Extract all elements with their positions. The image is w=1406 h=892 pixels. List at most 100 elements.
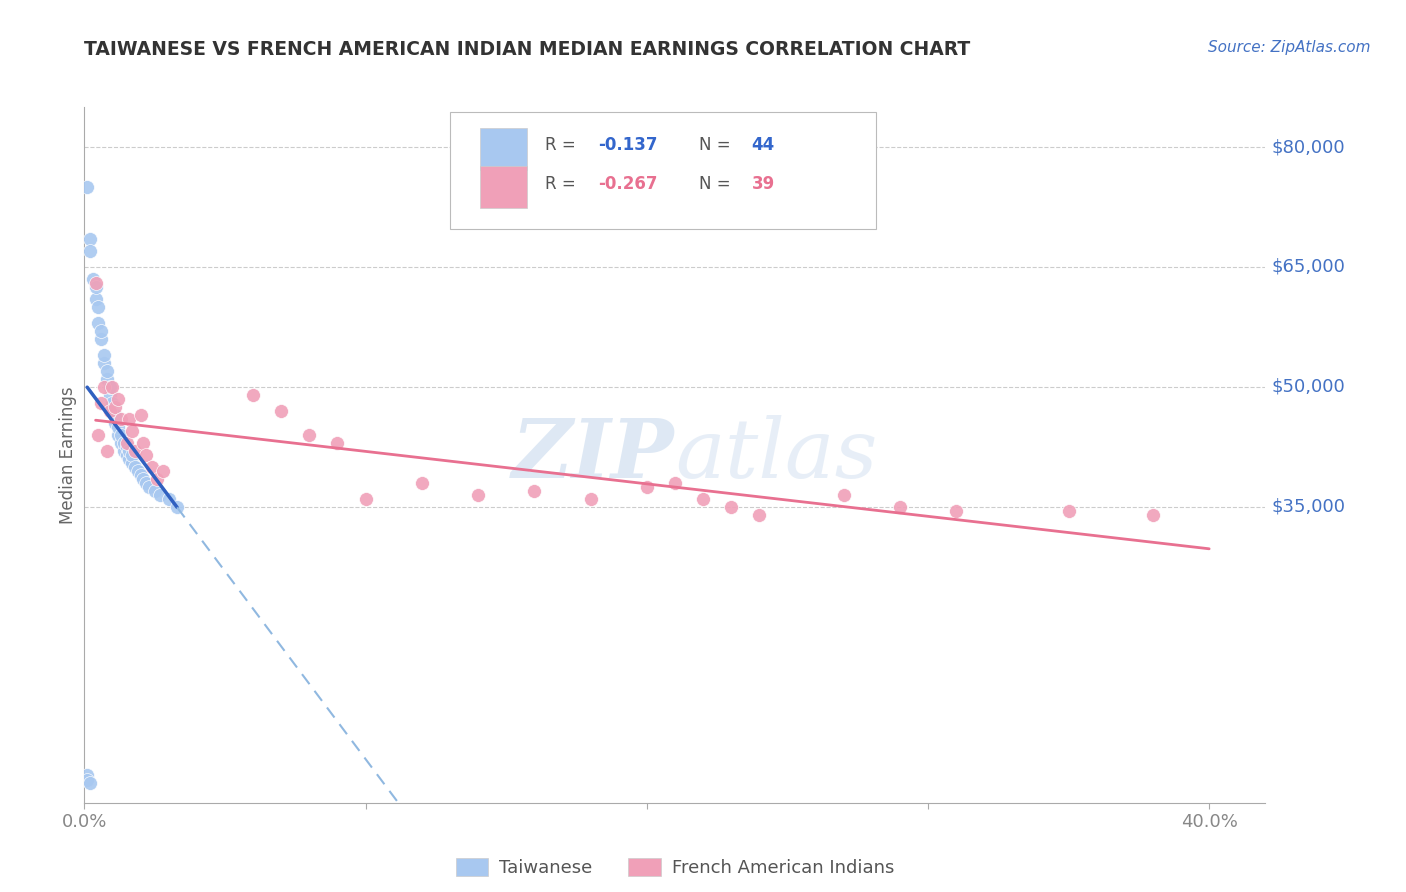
Point [129, 408, 152, 422]
Point [76, 768, 98, 782]
Point [98, 380, 121, 394]
Text: ZIP: ZIP [512, 415, 675, 495]
Point [104, 400, 127, 414]
Text: -0.137: -0.137 [598, 136, 658, 154]
Point [96, 364, 118, 378]
Point [101, 404, 124, 418]
Point [107, 420, 129, 434]
Point [79, 776, 101, 790]
Point [84, 280, 107, 294]
Point [149, 488, 172, 502]
Point [76, 180, 98, 194]
Text: R =: R = [546, 175, 581, 193]
Point [98, 388, 121, 402]
Point [93, 380, 115, 394]
Point [141, 459, 163, 474]
Text: 39: 39 [752, 175, 775, 193]
Text: $35,000: $35,000 [1271, 498, 1346, 516]
Point [79, 244, 101, 258]
Point [889, 500, 911, 514]
Point [132, 436, 155, 450]
FancyBboxPatch shape [450, 112, 876, 229]
Text: N =: N = [699, 136, 735, 154]
Point [832, 488, 855, 502]
Text: TAIWANESE VS FRENCH AMERICAN INDIAN MEDIAN EARNINGS CORRELATION CHART: TAIWANESE VS FRENCH AMERICAN INDIAN MEDI… [84, 40, 970, 59]
Point [411, 475, 433, 490]
Point [93, 348, 115, 362]
Point [79, 232, 101, 246]
Point [87, 300, 110, 314]
Point [135, 448, 157, 462]
Point [84, 292, 107, 306]
Point [298, 428, 321, 442]
Point [118, 451, 141, 466]
Point [76, 773, 98, 788]
Legend: Taiwanese, French American Indians: Taiwanese, French American Indians [449, 850, 901, 884]
Point [112, 444, 135, 458]
Point [748, 508, 770, 522]
Point [135, 475, 157, 490]
Point [90, 396, 112, 410]
Point [945, 504, 967, 518]
Point [118, 444, 141, 458]
Point [84, 276, 107, 290]
Y-axis label: Median Earnings: Median Earnings [59, 386, 77, 524]
Point [127, 464, 149, 478]
Point [121, 456, 143, 470]
Point [115, 436, 138, 450]
Point [101, 380, 124, 394]
Point [124, 444, 146, 458]
Point [636, 480, 658, 494]
Point [579, 491, 602, 506]
Point [107, 392, 129, 406]
Point [166, 500, 188, 514]
Point [143, 483, 166, 498]
Point [124, 459, 146, 474]
Point [146, 472, 169, 486]
Point [129, 467, 152, 482]
Point [110, 412, 132, 426]
Point [87, 316, 110, 330]
Point [115, 448, 138, 462]
Point [326, 436, 349, 450]
Point [104, 408, 127, 422]
Point [104, 416, 127, 430]
Text: Source: ZipAtlas.com: Source: ZipAtlas.com [1208, 40, 1371, 55]
Point [110, 436, 132, 450]
Point [467, 488, 489, 502]
Point [90, 324, 112, 338]
Point [98, 404, 121, 418]
Point [96, 372, 118, 386]
Text: -0.267: -0.267 [598, 175, 658, 193]
Point [270, 404, 292, 418]
FancyBboxPatch shape [479, 128, 527, 169]
Point [121, 448, 143, 462]
Point [1057, 504, 1080, 518]
Point [90, 332, 112, 346]
Point [152, 464, 174, 478]
Point [96, 444, 118, 458]
Text: $65,000: $65,000 [1271, 258, 1346, 276]
Text: R =: R = [546, 136, 581, 154]
Point [664, 475, 686, 490]
Point [692, 491, 714, 506]
Point [138, 480, 160, 494]
Text: $50,000: $50,000 [1271, 378, 1346, 396]
Point [115, 440, 138, 454]
Point [121, 424, 143, 438]
Point [87, 428, 110, 442]
Point [132, 472, 155, 486]
Point [354, 491, 377, 506]
FancyBboxPatch shape [479, 166, 527, 208]
Text: atlas: atlas [675, 415, 877, 495]
Point [93, 356, 115, 370]
Point [110, 428, 132, 442]
Text: $80,000: $80,000 [1271, 138, 1346, 156]
Point [118, 412, 141, 426]
Text: N =: N = [699, 175, 735, 193]
Point [242, 388, 264, 402]
Point [157, 491, 180, 506]
Point [107, 428, 129, 442]
Point [720, 500, 742, 514]
Point [1142, 508, 1164, 522]
